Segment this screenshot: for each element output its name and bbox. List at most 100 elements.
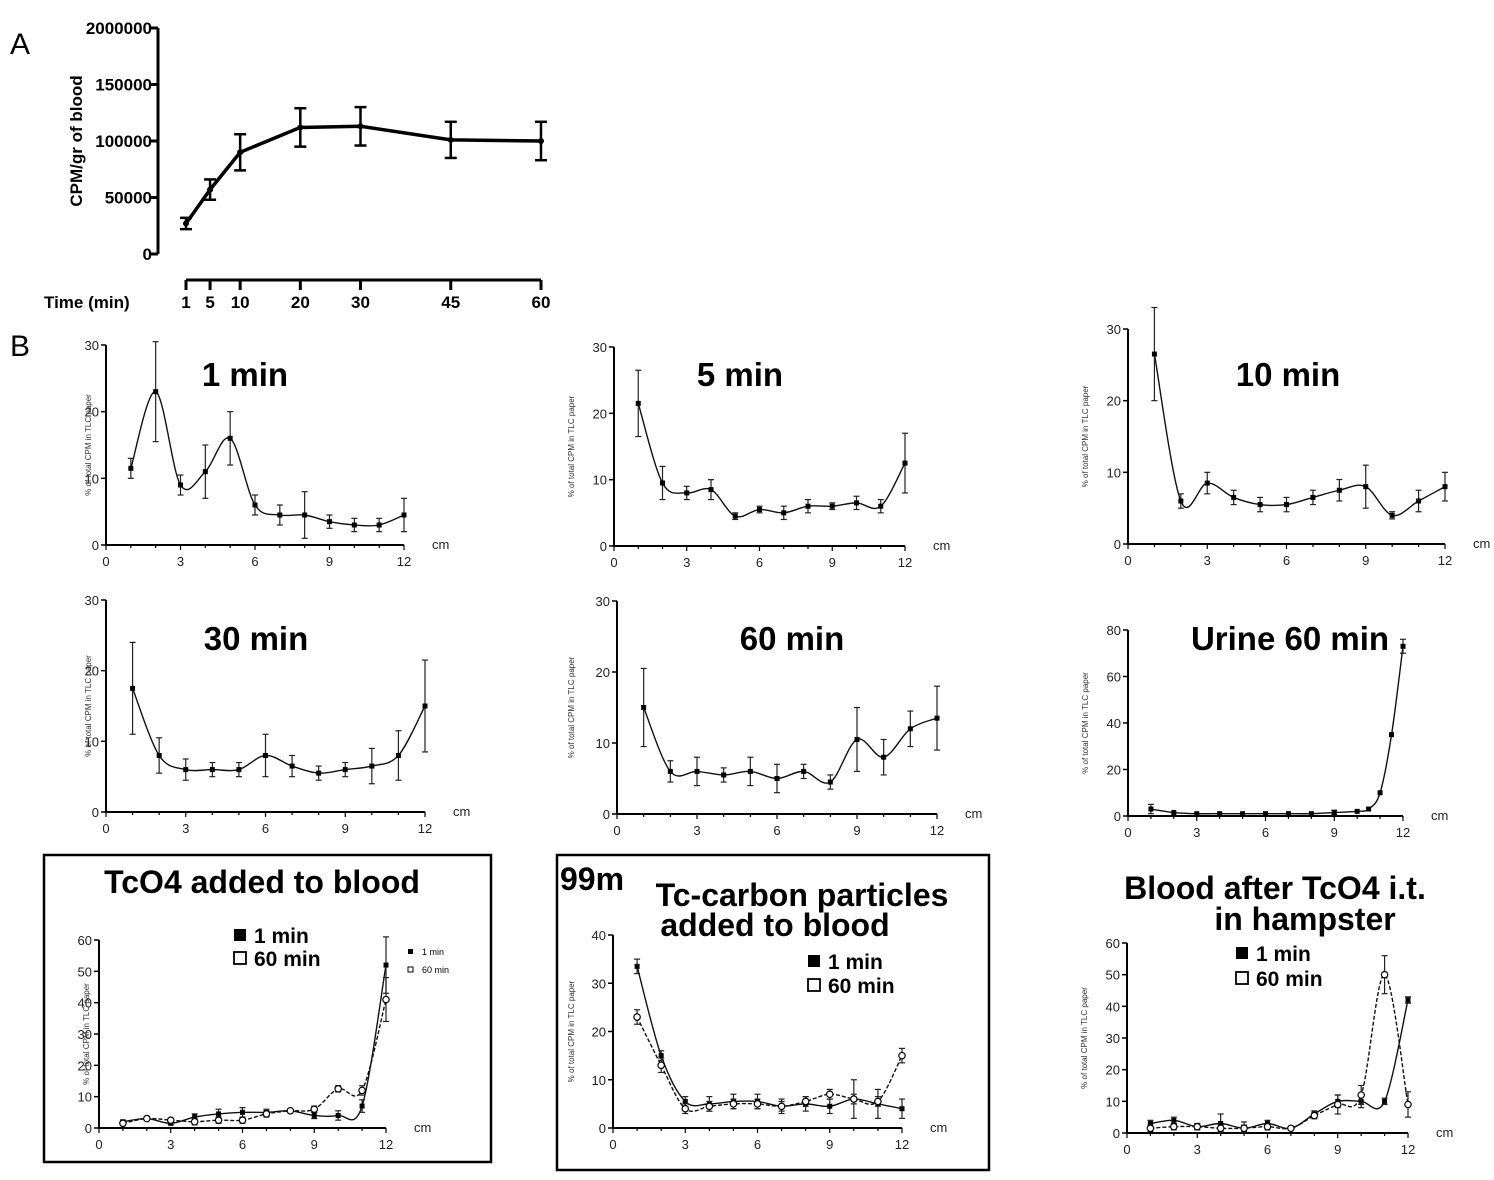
data-point-filled-b3 (1178, 498, 1184, 504)
panel-title-b6: Urine 60 min (1191, 620, 1389, 657)
x-tick-label-b8: 0 (609, 1137, 616, 1152)
data-point-open-b9 (1146, 1124, 1155, 1133)
data-point-open-b8 (729, 1100, 738, 1108)
y-tick-label-b9: 30 (1106, 1031, 1120, 1046)
legend-marker-filled-b9 (1236, 947, 1248, 959)
data-point-filled-b2 (708, 487, 714, 493)
x-tick-label-b6: 3 (1193, 825, 1200, 840)
x-tick-label-b4: 6 (262, 821, 269, 836)
x-tick-label-b6: 0 (1124, 825, 1131, 840)
data-point-open-b9 (1333, 1100, 1342, 1109)
data-point-open-b9 (1404, 1100, 1412, 1109)
data-point-filled-b2 (684, 490, 690, 496)
y-tick-label-a: 50000 (105, 189, 152, 208)
x-tick-label-b9: 6 (1264, 1142, 1271, 1157)
data-point-filled-b7 (383, 962, 389, 968)
legend-marker-open-b9 (1235, 971, 1249, 985)
y-tick-label-b8: 20 (592, 1025, 606, 1040)
data-point-filled-b3 (1284, 502, 1289, 508)
data-point-filled-b8 (658, 1053, 664, 1059)
data-point-filled-b4 (130, 685, 136, 691)
series-line-b4-0 (131, 688, 426, 774)
data-point-filled-b9 (1405, 997, 1411, 1003)
legend-label-b7: 60 min (254, 948, 321, 971)
data-point-filled-b7 (359, 1103, 365, 1109)
x-tick-label-b3: 12 (1438, 553, 1452, 568)
data-point-filled-b5 (801, 768, 807, 774)
x-tick-label-b5: 9 (853, 823, 860, 838)
data-point-filled-b5 (774, 776, 780, 781)
data-point-filled-b8 (682, 1098, 688, 1104)
data-point-filled-b1 (252, 502, 258, 508)
data-point-open-b8 (825, 1090, 834, 1099)
data-point-filled-b6 (1240, 811, 1246, 817)
data-point-open-b8 (633, 1013, 641, 1021)
chart-b5: 0 10 20 30 0 3 6 9 12 cm % of total CPM in TLC pap… (567, 594, 982, 838)
data-point-a (237, 149, 244, 156)
x-tick-label-b7: 12 (379, 1137, 393, 1152)
data-point-filled-b3 (1231, 494, 1237, 500)
series-line-b2-0 (637, 403, 906, 518)
legend-small-label-b7: 60 min (422, 965, 449, 975)
x-unit-label-b3: cm (1473, 536, 1490, 551)
data-point-open-b8 (898, 1051, 906, 1060)
y-tick-label-a: 150000 (95, 76, 152, 95)
x-tick-label-b8: 3 (682, 1137, 689, 1152)
data-point-filled-b4 (342, 767, 348, 773)
y-tick-label-b2: 10 (593, 473, 607, 488)
x-tick-label-b1: 12 (397, 554, 411, 569)
data-point-filled-b4 (236, 767, 242, 773)
chart-b4: 0 10 20 30 0 3 6 9 12 cm % of total CPM in TLC pap… (84, 593, 470, 836)
series-line-b8-1 (636, 1016, 903, 1113)
y-tick-label-b9: 50 (1106, 968, 1120, 983)
chart-b7: 0 10 20 30 40 50 60 0 3 6 9 12 cm % of total CPM in T… (42, 853, 493, 1164)
x-unit-label-b7: cm (414, 1120, 431, 1135)
data-point-filled-b6 (1194, 811, 1200, 817)
y-tick-label-b9: 10 (1106, 1094, 1120, 1109)
x-tick-label-b2: 0 (610, 555, 617, 570)
data-point-open-b8 (850, 1095, 858, 1103)
y-tick-label-b5: 20 (596, 665, 610, 680)
data-point-filled-b5 (881, 754, 887, 760)
data-point-filled-b2 (757, 507, 762, 513)
data-point-open-b7 (286, 1106, 295, 1115)
data-point-filled-b5 (641, 705, 647, 710)
x-tick-label-a: 10 (231, 293, 250, 312)
y-tick-label-b7: 60 (78, 933, 92, 948)
y-axis-label-b2: % of total CPM in TLC paper (567, 395, 576, 497)
y-tick-label-b1: 10 (85, 471, 99, 486)
x-unit-label-b9: cm (1436, 1125, 1453, 1140)
x-tick-label-b1: 6 (251, 554, 258, 569)
y-tick-label-b6: 60 (1107, 670, 1121, 685)
y-tick-label-b3: 20 (1107, 394, 1121, 409)
data-point-filled-b7 (240, 1109, 245, 1115)
y-tick-label-b1: 30 (85, 338, 99, 353)
data-point-filled-b3 (1336, 487, 1342, 493)
x-tick-label-b6: 6 (1262, 825, 1269, 840)
chart-b9: 0 10 20 30 40 50 60 0 3 6 9 12 cm % of total CPM in T… (1080, 870, 1453, 1157)
data-point-filled-b2 (781, 510, 787, 516)
x-tick-label-a: 30 (351, 293, 370, 312)
data-point-a (538, 138, 544, 144)
data-point-open-b9 (1287, 1124, 1295, 1133)
data-point-filled-b6 (1331, 810, 1337, 816)
y-tick-label-b8: 40 (592, 928, 606, 943)
data-point-filled-b4 (209, 767, 215, 773)
data-point-filled-b4 (395, 752, 401, 758)
data-point-filled-b7 (335, 1112, 341, 1118)
x-tick-label-b9: 0 (1123, 1142, 1130, 1157)
data-point-a (447, 136, 454, 143)
y-tick-label-a: 0 (143, 245, 152, 264)
y-axis-label-b7: % of total CPM in TLC paper (82, 983, 91, 1085)
y-axis-label-b1: % of total CPM in TLC paper (84, 394, 93, 496)
y-tick-label-a: 2000000 (86, 19, 152, 38)
data-point-filled-b4 (316, 770, 322, 776)
y-tick-label-b8: 10 (592, 1073, 606, 1088)
data-point-open-b9 (1263, 1122, 1272, 1131)
data-point-open-b7 (262, 1110, 271, 1118)
data-point-filled-b2 (902, 460, 908, 466)
data-point-open-b7 (310, 1105, 319, 1114)
x-tick-label-b5: 6 (773, 823, 780, 838)
y-tick-label-b6: 20 (1107, 763, 1121, 778)
